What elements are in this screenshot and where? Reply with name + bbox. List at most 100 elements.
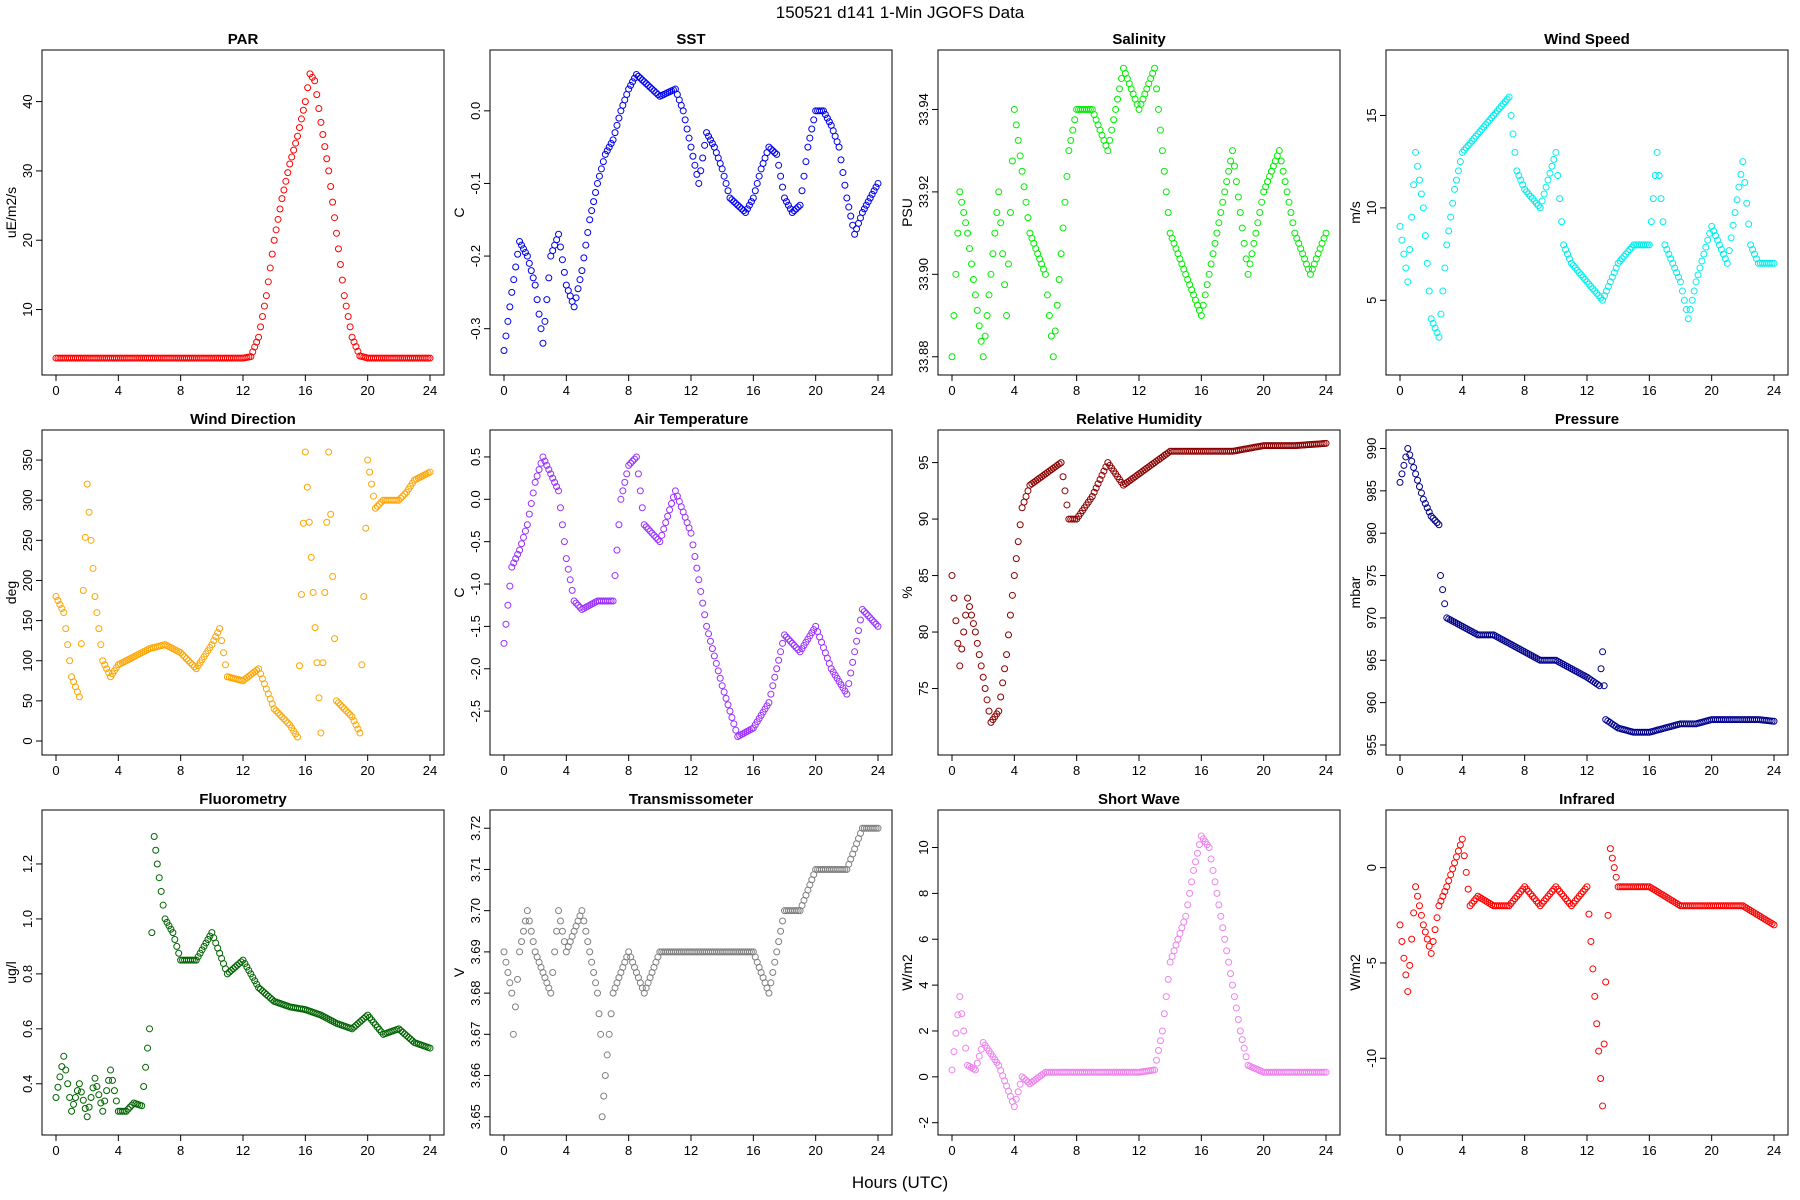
data-point: [325, 167, 333, 175]
data-point: [508, 288, 516, 296]
data-point: [208, 641, 216, 649]
data-point: [514, 550, 522, 558]
data-point: [401, 490, 409, 498]
data-point: [221, 661, 229, 669]
data-point: [1244, 270, 1252, 278]
data-point: [1610, 269, 1618, 277]
x-tick-label: 24: [423, 383, 437, 398]
data-point: [331, 635, 339, 643]
data-point: [1515, 172, 1523, 180]
data-point: [1084, 105, 1092, 113]
data-point: [1398, 938, 1406, 946]
data-point: [1092, 484, 1100, 492]
data-point: [1225, 167, 1233, 175]
data-point: [1240, 1044, 1248, 1052]
data-point: [1618, 255, 1626, 263]
data-point: [1626, 245, 1634, 253]
data-point: [62, 1066, 70, 1074]
data-point: [1211, 878, 1219, 886]
data-point: [962, 1044, 970, 1052]
panel-title: Fluorometry: [199, 791, 287, 808]
data-point: [280, 715, 288, 723]
y-tick-label: 350: [20, 449, 35, 471]
data-point: [543, 296, 551, 304]
panel-transmissometer: Transmissometer V 0 4 8 12 16 20 24 3.65 3.66 3.67 3…: [451, 791, 893, 1158]
data-point: [1571, 264, 1579, 272]
data-point: [519, 245, 527, 253]
data-point: [233, 961, 241, 969]
y-tick-label: 1.0: [20, 910, 35, 928]
panel-wind-direction: Wind Direction deg 0 4 8 12 16 20 24 0 50 100 150 200…: [3, 411, 445, 778]
panel-title: Air Temperature: [634, 411, 749, 428]
data-point: [350, 1023, 358, 1031]
data-point: [782, 198, 790, 206]
data-point: [329, 572, 337, 580]
data-point: [1158, 1027, 1166, 1035]
data-point: [617, 495, 625, 503]
data-point: [979, 673, 987, 681]
data-point: [399, 492, 407, 500]
data-point: [609, 597, 617, 605]
plot-frame: [937, 809, 1341, 1136]
data-point: [1069, 515, 1077, 523]
data-point: [212, 633, 220, 641]
data-point: [338, 276, 346, 284]
x-tick-label: 16: [1194, 383, 1208, 398]
data-point: [1443, 241, 1451, 249]
data-point: [1049, 353, 1057, 361]
data-point: [1008, 157, 1016, 165]
data-point: [1063, 172, 1071, 180]
data-point: [1186, 889, 1194, 897]
data-point: [405, 1033, 413, 1041]
data-point: [282, 177, 290, 185]
data-point: [549, 474, 557, 482]
data-point: [971, 628, 979, 636]
data-point: [196, 949, 204, 957]
data-point: [1770, 259, 1778, 267]
data-point: [159, 901, 167, 909]
data-point: [669, 493, 677, 501]
data-point: [607, 1010, 615, 1018]
data-point: [648, 85, 656, 93]
data-point: [740, 207, 748, 215]
data-point: [83, 1113, 91, 1121]
y-tick-label: 3.68: [468, 980, 483, 1005]
data-point: [572, 294, 580, 302]
data-point: [1209, 250, 1217, 258]
data-point: [1410, 181, 1418, 189]
data-point: [333, 229, 340, 237]
data-point: [1404, 444, 1412, 452]
data-point: [1431, 926, 1439, 934]
data-point: [1057, 250, 1065, 258]
data-point: [1412, 148, 1420, 156]
x-tick-label: 12: [684, 1143, 698, 1158]
data-point: [1004, 631, 1012, 639]
data-point: [188, 956, 196, 964]
data-point: [584, 938, 592, 946]
data-point: [632, 453, 640, 461]
data-point: [308, 73, 316, 81]
data-point: [545, 466, 553, 474]
data-point: [1678, 287, 1686, 295]
data-point: [81, 1105, 89, 1113]
y-tick-label: -1.5: [468, 615, 483, 637]
data-point: [54, 1083, 62, 1091]
data-point: [788, 639, 796, 647]
data-point: [954, 639, 962, 647]
x-tick-label: 8: [625, 1143, 632, 1158]
data-point: [58, 1063, 66, 1071]
data-point: [1751, 250, 1759, 258]
data-point: [1600, 682, 1608, 690]
data-point: [1700, 250, 1708, 258]
data-point: [1398, 236, 1406, 244]
data-point: [784, 635, 792, 643]
data-point: [340, 292, 348, 300]
data-point: [1154, 105, 1162, 113]
data-point: [847, 212, 855, 220]
data-point: [722, 694, 730, 702]
data-point: [264, 278, 272, 286]
data-point: [685, 134, 693, 142]
x-tick-label: 12: [1132, 763, 1146, 778]
data-point: [654, 536, 662, 544]
